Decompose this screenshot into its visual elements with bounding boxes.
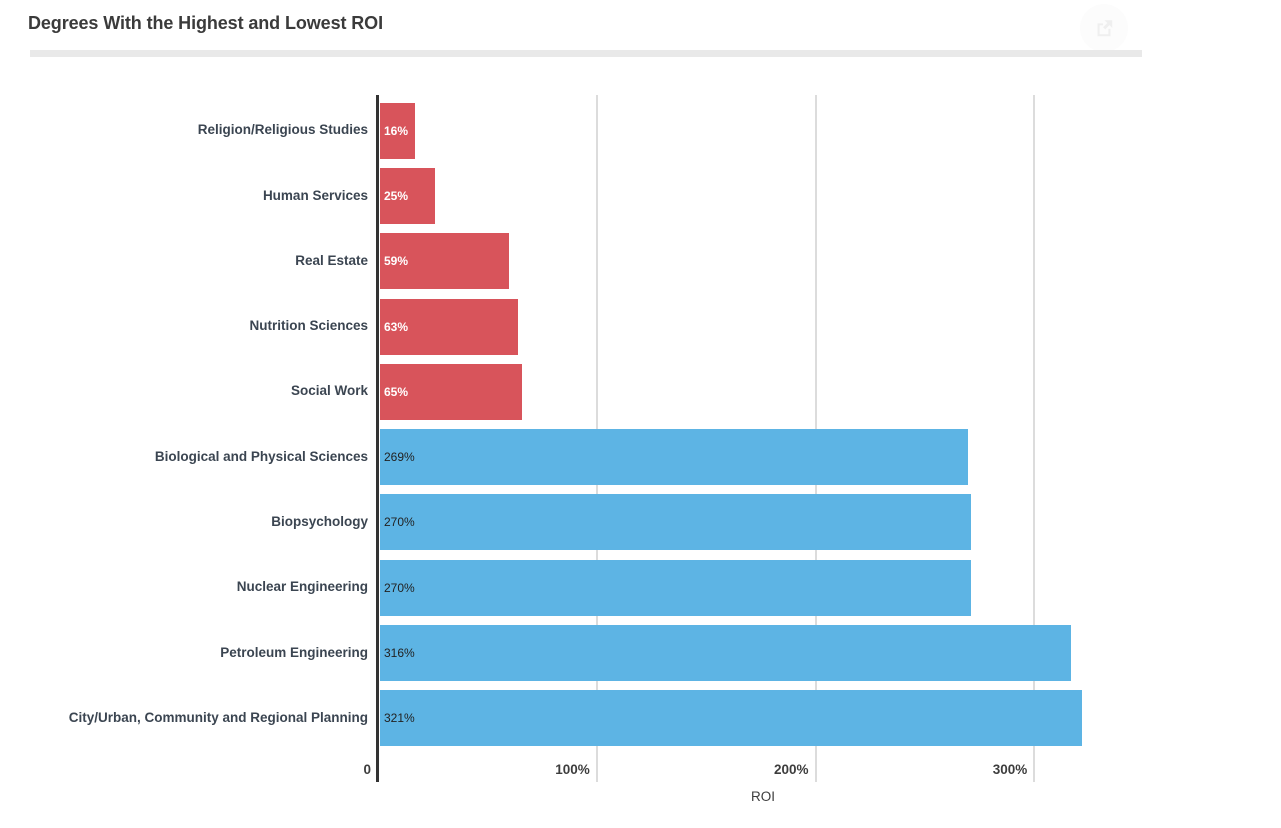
bar-track: 59% [380,233,1150,290]
x-tick-label: 100% [555,762,590,777]
bar-low_roi[interactable]: 63% [380,298,518,355]
bar-value-label: 16% [384,123,409,138]
bar-track: 270% [380,494,1150,551]
chart-row: Human Services 25% [0,163,1281,228]
y-axis-line [376,95,379,782]
x-tick-label: 300% [992,762,1028,777]
bar-high_roi[interactable]: 316% [380,625,1072,682]
chart-row: Biopsychology 270% [0,490,1281,555]
bar-track: 65% [380,363,1150,420]
category-label: Religion/Religious Studies [197,122,368,138]
bar-high_roi[interactable]: 269% [380,429,969,486]
gridline [1033,95,1036,782]
bar-low_roi[interactable]: 16% [380,102,415,159]
category-label: Social Work [290,383,368,399]
chart-title: Degrees With the Highest and Lowest ROI [28,13,383,33]
bar-chart: Religion/Religious Studies 16% Human Servi… [0,95,1281,828]
bar-value-label: 321% [384,711,415,726]
chart-row: City/Urban, Community and Regional Plann… [0,686,1281,751]
x-tick-label: 200% [773,762,809,777]
bar-value-label: 270% [384,515,415,530]
chart-row: Social Work 65% [0,359,1281,424]
bar-value-label: 25% [384,188,409,203]
x-axis-title: ROI [750,789,775,804]
chart-rows: Religion/Religious Studies 16% Human Servi… [0,98,1281,751]
bar-value-label: 63% [384,319,409,334]
share-button[interactable] [1080,4,1128,52]
category-label: Petroleum Engineering [220,644,368,660]
category-label: Real Estate [295,252,368,268]
bar-value-label: 316% [384,646,415,661]
category-label: Nutrition Sciences [249,318,368,334]
bar-high_roi[interactable]: 321% [380,690,1083,747]
chart-row: Petroleum Engineering 316% [0,620,1281,685]
bar-track: 269% [380,429,1150,486]
share-icon [1097,20,1113,37]
bar-high_roi[interactable]: 270% [380,494,971,551]
category-label: Human Services [262,187,368,203]
bar-high_roi[interactable]: 270% [380,559,971,616]
bar-value-label: 65% [384,384,409,399]
bar-track: 16% [380,102,1150,159]
chart-row: Nuclear Engineering 270% [0,555,1281,620]
chart-row: Biological and Physical Sciences 269% [0,424,1281,489]
bar-track: 63% [380,298,1150,355]
bar-value-label: 270% [384,580,415,595]
title-divider [30,50,1142,57]
chart-row: Nutrition Sciences 63% [0,294,1281,359]
bar-track: 316% [380,625,1150,682]
chart-row: Real Estate 59% [0,229,1281,294]
category-label: Biopsychology [271,513,368,529]
bar-value-label: 59% [384,254,409,269]
x-tick-label: 0 [363,762,371,777]
chart-row: Religion/Religious Studies 16% [0,98,1281,163]
bar-low_roi[interactable]: 59% [380,233,510,290]
bar-low_roi[interactable]: 25% [380,167,435,224]
bar-low_roi[interactable]: 65% [380,363,523,420]
bar-track: 25% [380,167,1150,224]
category-label: Biological and Physical Sciences [154,448,368,464]
bar-track: 321% [380,690,1150,747]
category-label: City/Urban, Community and Regional Plann… [68,709,368,725]
bar-track: 270% [380,559,1150,616]
bar-value-label: 269% [384,450,415,465]
category-label: Nuclear Engineering [236,579,368,595]
